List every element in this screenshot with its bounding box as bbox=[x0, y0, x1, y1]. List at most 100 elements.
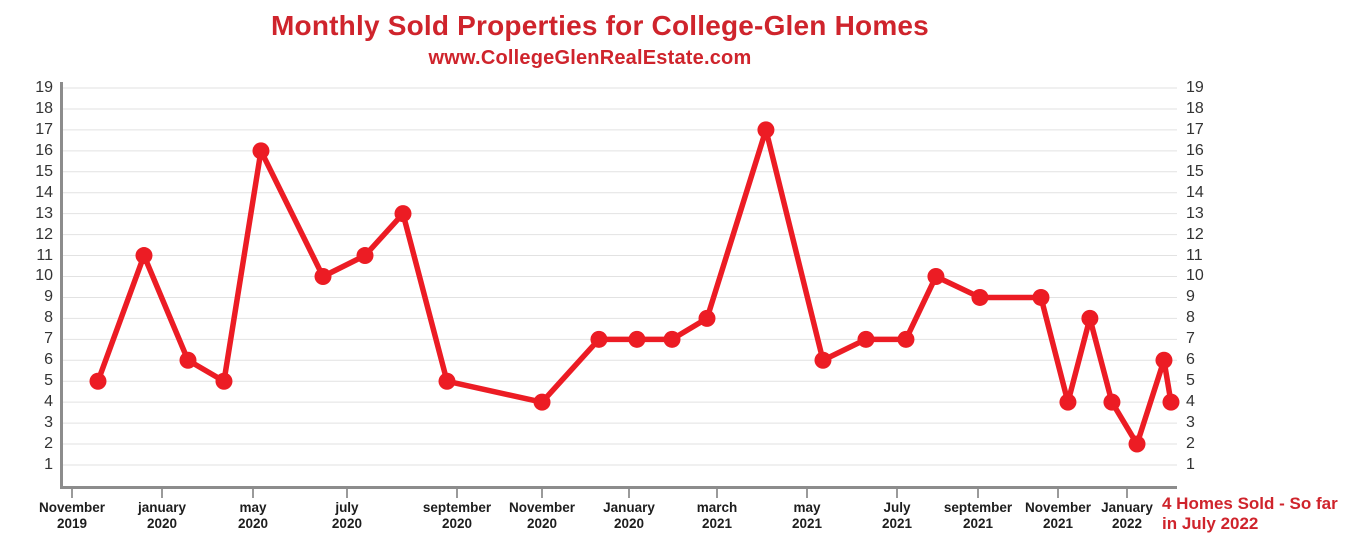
y-axis-label-left: 14 bbox=[35, 183, 53, 201]
x-axis-label: september 2021 bbox=[908, 500, 1048, 532]
y-axis-label-right: 6 bbox=[1186, 351, 1195, 369]
data-point bbox=[590, 330, 608, 348]
x-axis-label-month: september bbox=[422, 500, 492, 515]
data-point bbox=[857, 330, 875, 348]
y-axis-label-right: 12 bbox=[1186, 225, 1204, 243]
y-axis-label-left: 18 bbox=[35, 99, 53, 117]
y-axis-label-left: 19 bbox=[35, 79, 53, 96]
x-axis-label-year: 2020 bbox=[441, 516, 473, 531]
data-point bbox=[628, 330, 646, 348]
x-axis-label-year: 2021 bbox=[792, 516, 823, 531]
y-axis-label-left: 13 bbox=[35, 204, 53, 222]
data-point bbox=[252, 142, 270, 160]
y-axis-label-left: 15 bbox=[35, 162, 53, 180]
y-axis-label-left: 4 bbox=[44, 393, 53, 411]
data-point bbox=[438, 372, 456, 390]
data-point bbox=[663, 330, 681, 348]
data-point bbox=[179, 351, 197, 369]
chart-title: Monthly Sold Properties for College-Glen… bbox=[271, 10, 929, 41]
x-axis-label: November 2021 bbox=[988, 500, 1128, 532]
y-axis-label-left: 1 bbox=[44, 455, 53, 473]
x-axis-label: January 2020 bbox=[559, 500, 699, 532]
data-point bbox=[1081, 309, 1099, 327]
data-point bbox=[971, 288, 989, 306]
y-axis-label-right: 2 bbox=[1186, 435, 1195, 453]
data-point bbox=[215, 372, 233, 390]
x-axis-label-year: 2020 bbox=[238, 516, 269, 531]
annotation-latest-value: 4 Homes Sold - So far in July 2022 bbox=[1162, 494, 1360, 534]
y-axis-label-right: 4 bbox=[1186, 393, 1195, 411]
plot-area bbox=[60, 82, 1180, 489]
y-axis-label-left: 11 bbox=[36, 246, 53, 264]
x-axis-label-month: january bbox=[138, 500, 187, 515]
x-axis-label-year: 2020 bbox=[526, 516, 558, 531]
x-axis-label: july 2020 bbox=[277, 500, 417, 532]
data-point bbox=[927, 267, 945, 285]
y-axis-label-right: 3 bbox=[1186, 414, 1195, 432]
x-axis-tick bbox=[456, 489, 459, 498]
y-axis-label-right: 8 bbox=[1186, 309, 1195, 327]
data-point bbox=[757, 121, 775, 139]
data-point bbox=[89, 372, 107, 390]
x-axis-tick bbox=[71, 489, 74, 498]
data-point bbox=[897, 330, 915, 348]
data-point bbox=[394, 205, 412, 223]
x-axis-label-year: 2020 bbox=[613, 516, 645, 531]
data-point bbox=[135, 247, 153, 265]
data-point bbox=[1032, 288, 1050, 306]
y-axis-label-right: 10 bbox=[1186, 267, 1204, 285]
x-axis-label-month: January bbox=[1101, 500, 1153, 515]
y-axis-label-left: 2 bbox=[44, 435, 53, 453]
x-axis-tick bbox=[1125, 489, 1128, 498]
x-axis-label-month: september bbox=[943, 500, 1013, 515]
data-point bbox=[1103, 393, 1121, 411]
y-axis-label-left: 10 bbox=[35, 267, 53, 285]
x-axis-label: march 2021 bbox=[647, 500, 787, 532]
y-axis-label-left: 8 bbox=[44, 309, 53, 327]
x-axis-label-month: may bbox=[793, 500, 821, 515]
x-axis-tick bbox=[806, 489, 809, 498]
x-axis-label-year: 2021 bbox=[882, 516, 913, 531]
x-axis-tick bbox=[628, 489, 631, 498]
x-axis-tick bbox=[896, 489, 899, 498]
x-axis-tick bbox=[716, 489, 719, 498]
annotation-line1: 4 Homes Sold - So far bbox=[1162, 494, 1338, 513]
data-point bbox=[698, 309, 716, 327]
trend-line bbox=[95, 127, 1174, 447]
x-axis-label: July 2021 bbox=[827, 500, 967, 532]
x-axis-label-month: November bbox=[1025, 500, 1092, 515]
y-axis-label-left: 7 bbox=[44, 330, 53, 348]
y-axis-label-left: 5 bbox=[44, 372, 53, 390]
line-chart-svg bbox=[63, 87, 1180, 466]
data-point bbox=[533, 393, 551, 411]
x-axis-label: November 2019 bbox=[2, 500, 142, 532]
x-axis-label-month: January bbox=[603, 500, 655, 515]
data-point bbox=[314, 267, 332, 285]
data-point bbox=[1128, 435, 1146, 453]
x-axis-label: september 2020 bbox=[387, 500, 527, 532]
x-axis-label: may 2021 bbox=[737, 500, 877, 532]
y-axis-label-right: 7 bbox=[1186, 330, 1195, 348]
x-axis-label: may 2020 bbox=[183, 500, 323, 532]
y-axis-label-right: 18 bbox=[1186, 99, 1204, 117]
x-axis-label-year: 2021 bbox=[701, 516, 733, 531]
x-axis-label-year: 2020 bbox=[147, 516, 178, 531]
y-axis-label-right: 17 bbox=[1186, 120, 1204, 138]
y-axis-label-left: 3 bbox=[44, 414, 53, 432]
chart-subtitle-url: www.CollegeGlenRealEstate.com bbox=[428, 47, 752, 69]
x-axis-label-month: November bbox=[39, 500, 106, 515]
x-axis-label: January 2022 bbox=[1057, 500, 1197, 532]
x-axis-label-month: july bbox=[335, 500, 359, 515]
data-point bbox=[1155, 351, 1173, 369]
x-axis-label-year: 2021 bbox=[963, 516, 994, 531]
x-axis-tick bbox=[161, 489, 164, 498]
y-axis-label-right: 13 bbox=[1186, 204, 1204, 222]
x-axis-tick bbox=[1057, 489, 1060, 498]
data-point bbox=[1059, 393, 1077, 411]
x-axis-label-year: 2021 bbox=[1042, 516, 1074, 531]
y-axis-label-right: 16 bbox=[1186, 141, 1204, 159]
y-axis-label-right: 1 bbox=[1186, 455, 1195, 473]
y-axis-label-left: 6 bbox=[44, 351, 53, 369]
y-axis-label-left: 17 bbox=[35, 120, 53, 138]
